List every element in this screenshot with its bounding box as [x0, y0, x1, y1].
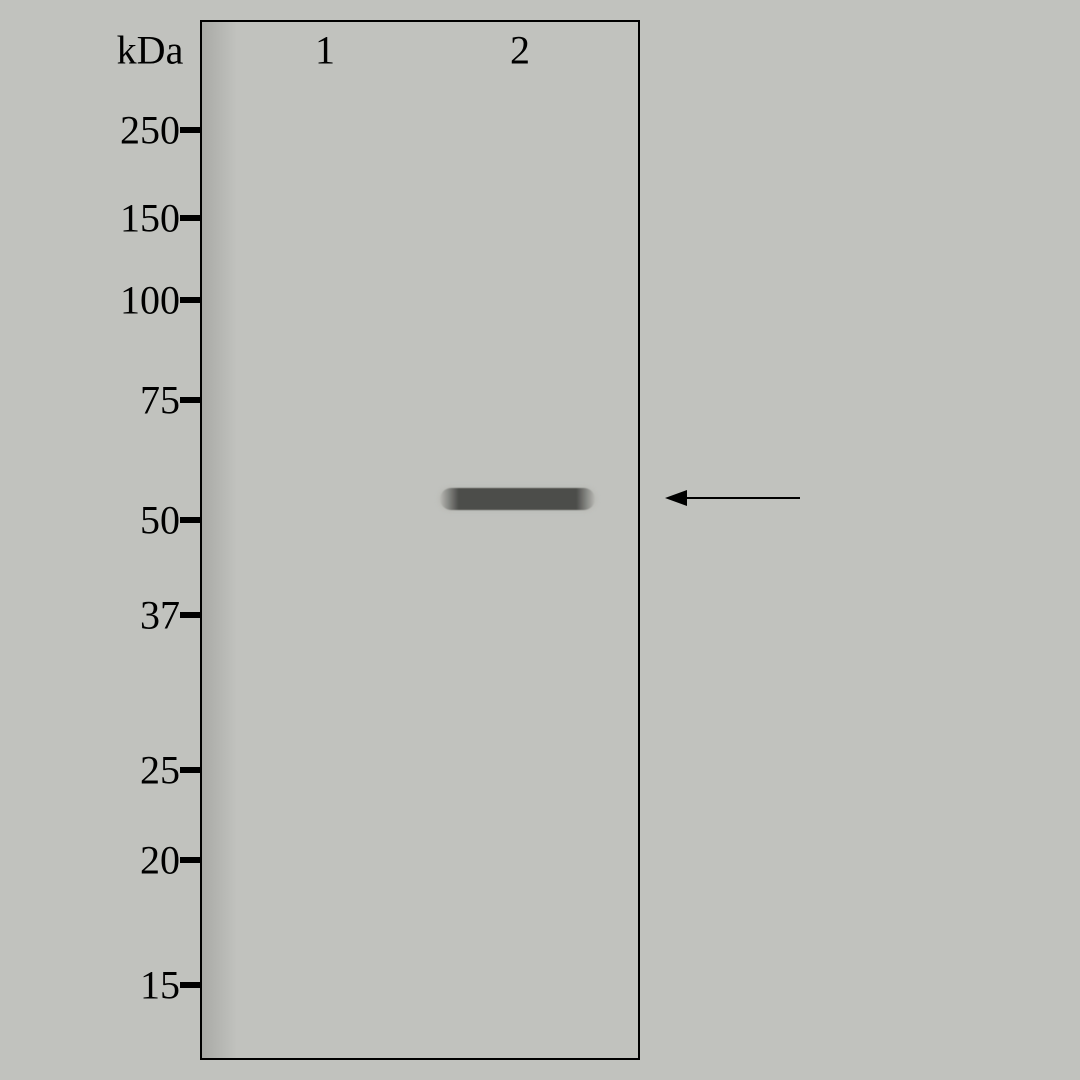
ladder-tick: [180, 857, 200, 864]
ladder-label: 50: [140, 497, 180, 544]
ladder-label: 20: [140, 837, 180, 884]
ladder-tick: [180, 297, 200, 304]
ladder-tick: [180, 982, 200, 989]
band-arrow-head: [665, 490, 687, 506]
ladder-label: 37: [140, 592, 180, 639]
ladder-label: 25: [140, 747, 180, 794]
ladder-label: 75: [140, 377, 180, 424]
ladder-tick: [180, 767, 200, 774]
ladder-label: 250: [120, 107, 180, 154]
band-arrow-shaft: [685, 497, 800, 499]
ladder-tick: [180, 612, 200, 619]
lane-header: 2: [510, 27, 530, 74]
ladder-tick: [180, 397, 200, 404]
blot-membrane: [200, 20, 640, 1060]
ladder-tick: [180, 517, 200, 524]
ladder-label: 150: [120, 195, 180, 242]
ladder-label: 15: [140, 962, 180, 1009]
ladder-tick: [180, 127, 200, 134]
lane-header: 1: [315, 27, 335, 74]
protein-band: [440, 488, 595, 510]
axis-unit-label: kDa: [117, 27, 184, 74]
ladder-label: 100: [120, 277, 180, 324]
ladder-tick: [180, 215, 200, 222]
